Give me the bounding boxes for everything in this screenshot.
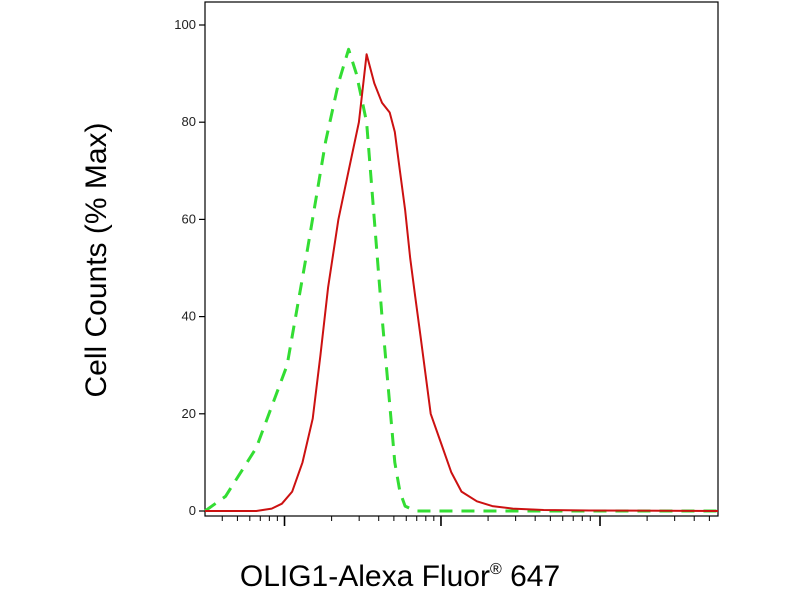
y-axis-title: Cell Counts (% Max)	[80, 122, 113, 397]
x-axis-title-text: OLIG1-Alexa Fluor	[239, 560, 490, 593]
y-tick-label: 0	[189, 503, 196, 518]
y-axis: 0 20 40 60 80 100	[174, 17, 205, 518]
control-series-line	[204, 47, 718, 513]
x-axis-title-suffix: 647	[501, 560, 561, 593]
plot-frame	[204, 1, 719, 517]
y-tick-label: 20	[182, 406, 196, 421]
y-tick-label: 40	[182, 309, 196, 324]
x-axis-title: OLIG1-Alexa Fluor® 647	[0, 560, 800, 594]
y-tick-label: 100	[174, 17, 196, 32]
series-layer	[204, 47, 719, 513]
y-tick-label: 60	[182, 211, 196, 226]
x-axis	[221, 516, 710, 526]
registered-mark: ®	[489, 561, 502, 578]
y-tick-label: 80	[182, 114, 196, 129]
sample-series-line	[205, 53, 719, 512]
